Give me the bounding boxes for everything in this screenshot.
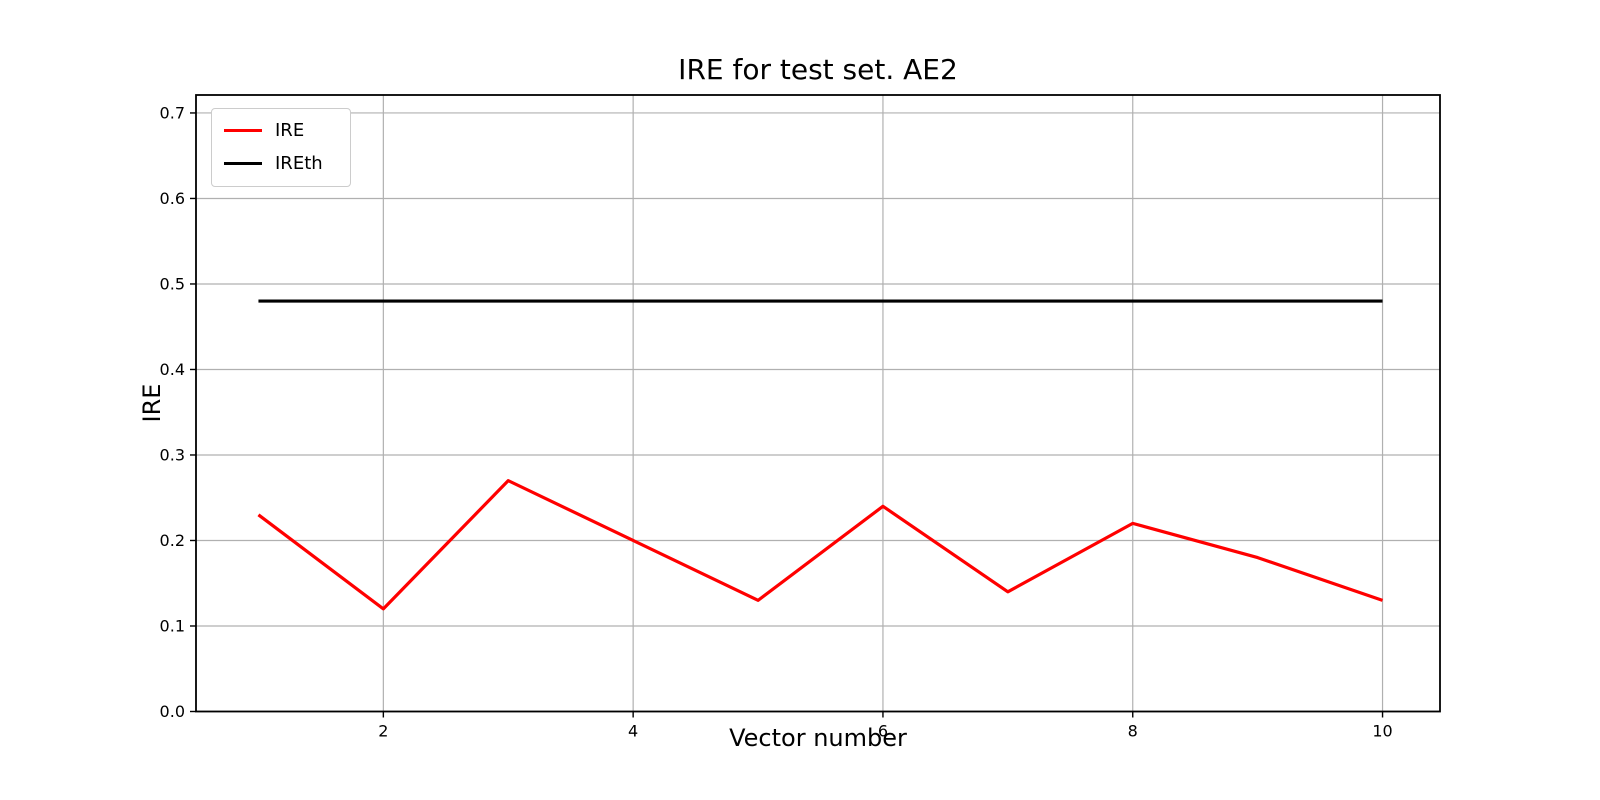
legend-item-ireth: IREth [224, 151, 338, 176]
legend-line-swatch-ire [224, 128, 262, 133]
legend: IRE IREth [211, 108, 351, 187]
y-tick-label: 0.7 [160, 103, 185, 122]
legend-label: IREth [275, 152, 323, 174]
x-tick-label: 8 [1128, 722, 1138, 741]
plot-border [195, 94, 1441, 713]
chart-title: IRE for test set. AE2 [678, 53, 958, 86]
y-tick-label: 0.6 [160, 189, 185, 208]
x-tick-label: 10 [1372, 722, 1392, 741]
y-tick-label: 0.2 [160, 531, 185, 550]
y-tick-label: 0.0 [160, 702, 185, 721]
y-tick-label: 0.5 [160, 274, 185, 293]
x-tick-label: 4 [628, 722, 638, 741]
x-tick-label: 2 [378, 722, 388, 741]
y-axis-label: IRE [138, 383, 166, 423]
y-tick-label: 0.3 [160, 445, 185, 464]
legend-line-swatch-ireth [224, 161, 262, 166]
y-tick-label: 0.1 [160, 616, 185, 635]
y-tick-label: 0.4 [160, 360, 185, 379]
x-tick-label: 6 [878, 722, 888, 741]
legend-item-ire: IRE [224, 118, 338, 143]
legend-label: IRE [275, 119, 305, 141]
series-line-ire [257, 479, 1384, 611]
x-axis-label: Vector number [729, 724, 907, 752]
